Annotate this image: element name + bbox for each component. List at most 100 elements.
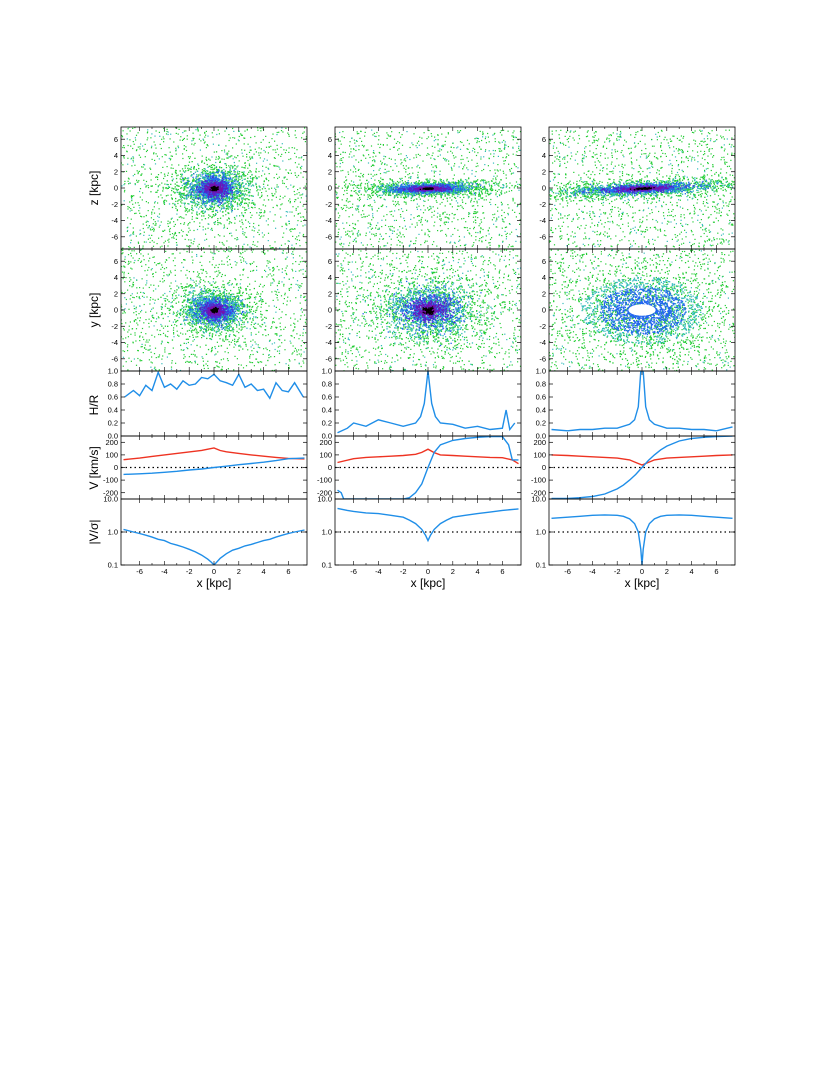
x-tick-label: 2 [665,567,669,576]
y-tick-label: 1.0 [322,367,332,376]
y-tick-label: -4 [539,216,546,225]
series-line-red [123,447,305,461]
x-tick-label: -4 [161,567,168,576]
y-tick-label: 200 [533,438,546,447]
v-axis-label: V [km/s] [87,446,101,489]
y-tick-label: 0.1 [108,561,118,570]
panel-grid: 6 4 2 0 -2 -4 -6 6 4 2 0 -2 -4 -6 6 4 2 0 -2 -4 -6 6 4 2 0 -2 -4 -6… [103,126,736,576]
y-tick-label: 10.0 [317,495,332,504]
y-tick-label: 4 [328,273,332,282]
row-labels: z [kpc] y [kpc] H/R V [km/s] |V/σ| [87,171,101,545]
panel-velocity-profile-col3: 200 100 0 -100 -200 [531,435,736,500]
series-line-blue [337,371,516,434]
panel-v-profile-col3: 10.0 1.0 0.1 -6 -4 -2 0 2 4 6 [531,495,736,576]
x-tick-label: 4 [262,567,266,576]
y-tick-label: -6 [539,354,546,363]
x-tick-label: -4 [375,567,382,576]
series-line-blue [551,436,733,499]
y-tick-label: 0.6 [108,393,118,402]
series-line-red [551,454,733,466]
x-tick-label: 2 [237,567,241,576]
series-line-blue [123,457,305,476]
y-tick-label: 1.0 [108,367,118,376]
panel-z-x-projection-col3: 6 4 2 0 -2 -4 -6 [539,126,736,250]
y-tick-label: 0.0 [322,432,332,441]
y-tick-label: -6 [539,232,546,241]
panel-hr-profile-col2: 1.0 0.8 0.6 0.4 0.2 0.0 [322,367,522,441]
x-tick-label: -4 [589,567,596,576]
panel-y-x-projection-col2: 6 4 2 0 -2 -4 -6 [325,248,522,372]
y-tick-label: 0.0 [536,432,546,441]
y-tick-label: 100 [533,451,546,460]
y-tick-label: 1.0 [536,528,546,537]
y-tick-label: 100 [319,451,332,460]
y-tick-label: 4 [114,273,118,282]
y-tick-label: -6 [111,232,118,241]
y-tick-label: 0 [114,463,118,472]
y-tick-label: 0.2 [322,419,332,428]
y-tick-label: 100 [105,451,118,460]
y-tick-label: 4 [328,151,332,160]
y-tick-label: 0 [328,306,332,315]
panel-velocity-profile-col2: 200 100 0 -100 -200 [317,435,522,500]
series-line-blue [551,371,733,432]
y-tick-label: 0.2 [536,419,546,428]
x-tick-label: 2 [451,567,455,576]
y-tick-label: -2 [539,200,546,209]
y-tick-label: 0.1 [322,561,332,570]
y-tick-label: -2 [111,200,118,209]
y-tick-label: -4 [325,216,332,225]
series-line-blue [551,514,733,565]
series-line-blue [124,371,304,400]
panel-hr-profile-col3: 1.0 0.8 0.6 0.4 0.2 0.0 [536,367,736,441]
y-tick-label: 2 [542,167,546,176]
y-tick-label: -6 [111,354,118,363]
panel-velocity-profile-col1: 200 100 0 -100 -200 [103,435,308,500]
central-hole [628,304,656,316]
x-tick-label: 4 [690,567,694,576]
particle-cloud [335,249,521,371]
panel-hr-profile-col1: 1.0 0.8 0.6 0.4 0.2 0.0 [108,367,308,441]
x-tick-label: -6 [350,567,357,576]
series-line-blue [337,436,519,499]
panel-y-x-projection-col3: 6 4 2 0 -2 -4 -6 [539,248,736,372]
y-tick-label: 0.4 [322,406,332,415]
x-axis-label-col3: x [kpc] [625,576,660,590]
y-tick-label: 1.0 [322,528,332,537]
panel-z-x-projection-col2: 6 4 2 0 -2 -4 -6 [325,126,522,250]
ratio-axis-label: |V/σ| [87,520,101,545]
x-axis-label-col1: x [kpc] [197,576,232,590]
y-tick-label: 0.4 [108,406,118,415]
y-tick-label: -2 [325,322,332,331]
hr-axis-label: H/R [87,394,101,415]
y-tick-label: 10.0 [103,495,118,504]
x-tick-label: 6 [714,567,718,576]
y-tick-label: 200 [105,438,118,447]
y-tick-label: 6 [114,257,118,266]
y-tick-label: 6 [328,257,332,266]
x-tick-label: 0 [426,567,430,576]
y-tick-label: -100 [103,476,118,485]
y-tick-label: 10.0 [531,495,546,504]
panel-v-profile-col1: 10.0 1.0 0.1 -6 -4 -2 0 2 4 6 [103,495,308,576]
x-tick-label: -6 [564,567,571,576]
y-tick-label: 1.0 [536,367,546,376]
y-tick-label: -4 [325,338,332,347]
y-axis-label: y [kpc] [87,293,101,328]
y-tick-label: -2 [111,322,118,331]
series-line-red [337,448,519,465]
y-tick-label: 2 [114,167,118,176]
y-tick-label: 0 [542,306,546,315]
y-tick-label: 0 [328,463,332,472]
panel-frame [334,370,522,437]
y-tick-label: 0.8 [108,380,118,389]
y-tick-label: -100 [317,476,332,485]
y-tick-label: 0.0 [108,432,118,441]
y-tick-label: -200 [103,488,118,497]
panel-y-x-projection-col1: 6 4 2 0 -2 -4 -6 [111,248,308,372]
y-tick-label: 0 [542,184,546,193]
y-tick-label: -100 [531,476,546,485]
y-tick-label: 0.2 [108,419,118,428]
y-tick-label: -2 [539,322,546,331]
